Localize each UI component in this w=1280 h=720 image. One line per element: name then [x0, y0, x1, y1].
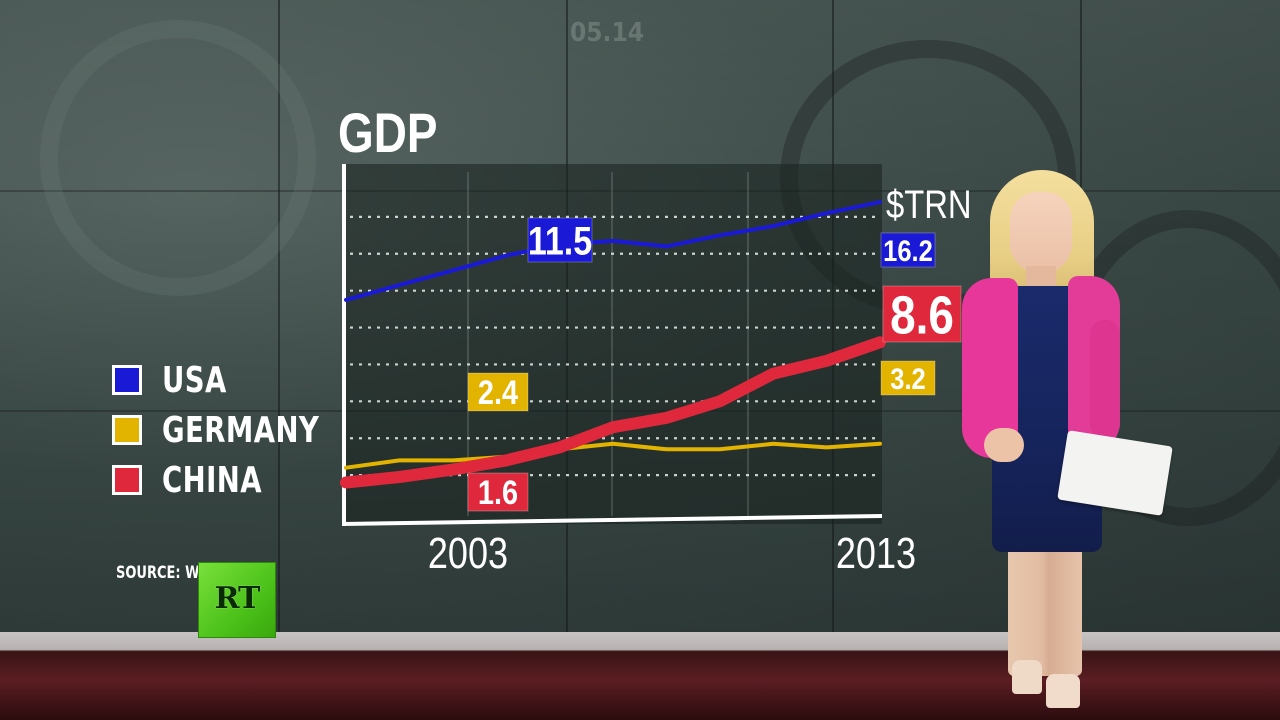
- presenter-hand: [984, 428, 1024, 462]
- series-line-germany: [344, 441, 882, 470]
- presenter-arm: [1090, 320, 1120, 438]
- data-label-china-start: 1.6: [478, 473, 518, 512]
- legend-label-china: CHINA: [162, 460, 262, 501]
- legend-label-germany: GERMANY: [162, 410, 320, 451]
- chart-title: GDP: [338, 102, 437, 164]
- legend-swatch-germany: [112, 415, 142, 445]
- source-note: SOURCE: W: [116, 563, 200, 583]
- plot-area: [344, 164, 882, 524]
- data-label-box-china-end: [882, 285, 962, 343]
- data-label-box-germany-start: [467, 372, 529, 412]
- data-label-box-usa-start: [527, 217, 593, 263]
- rt-channel-logo: RT: [198, 562, 276, 638]
- series: [340, 200, 886, 489]
- presenter: [950, 170, 1180, 715]
- data-label-box-china-start: [467, 472, 529, 512]
- legend-item-germany: GERMANY: [112, 410, 372, 452]
- background-number: 05.14: [570, 18, 644, 48]
- data-labels: 11.5 16.2 2.4 3.2 1.6 8.6: [467, 217, 962, 512]
- legend-swatch-china: [112, 465, 142, 495]
- presenter-face: [1010, 192, 1072, 274]
- wall-panel-seam: [278, 0, 280, 640]
- legend-label-usa: USA: [162, 360, 227, 401]
- data-label-usa-end: 16.2: [883, 234, 933, 267]
- legend-item-usa: USA: [112, 360, 372, 402]
- data-label-box-usa-end: [880, 232, 936, 268]
- presenter-shoe: [1012, 660, 1042, 694]
- data-label-box-germany-end: [880, 360, 936, 396]
- unit-label: $TRN: [886, 182, 972, 227]
- x-tick-labels: 2003 2013: [428, 529, 916, 578]
- x-axis: [341, 514, 883, 526]
- x-tick-label: 2003: [428, 529, 508, 578]
- series-line-usa: [344, 200, 882, 302]
- rt-logo-text: RT: [214, 581, 261, 616]
- legend-item-china: CHINA: [112, 460, 372, 502]
- series-line-china: [340, 336, 886, 489]
- data-label-germany-end: 3.2: [890, 362, 925, 395]
- data-label-china-end: 8.6: [890, 285, 954, 345]
- data-label-germany-start: 2.4: [478, 373, 519, 412]
- legend-swatch-usa: [112, 365, 142, 395]
- x-tick-label: 2013: [836, 529, 916, 578]
- data-label-usa-start: 11.5: [528, 218, 592, 263]
- presenter-legs: [1008, 546, 1082, 676]
- presenter-shoe: [1046, 674, 1080, 708]
